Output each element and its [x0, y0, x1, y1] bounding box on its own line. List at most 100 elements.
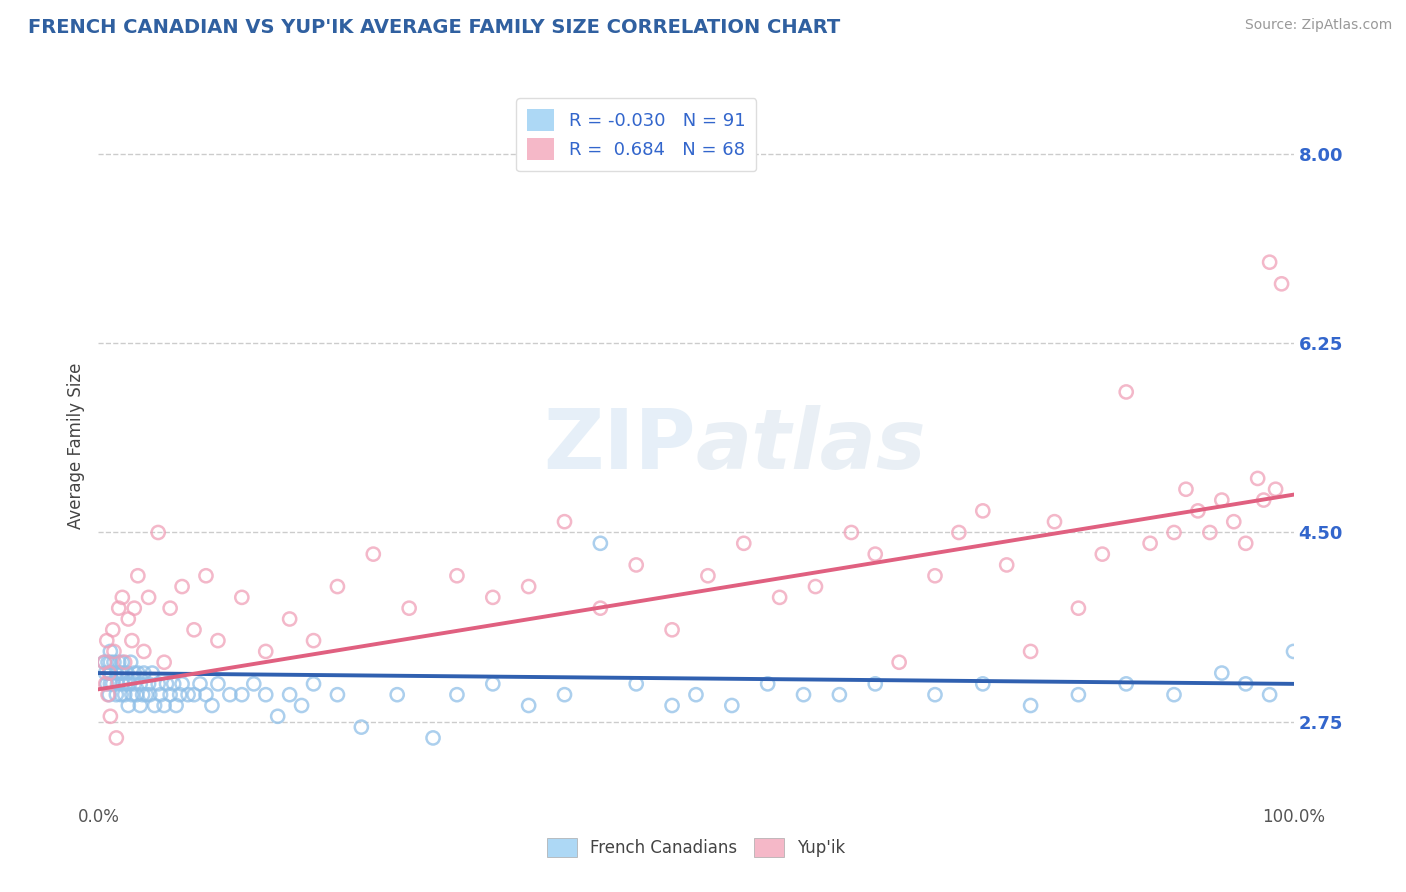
Point: [721, 698, 744, 713]
Point: [117, 612, 139, 626]
Point: [121, 633, 143, 648]
Point: [163, 677, 186, 691]
Point: [98, 644, 122, 658]
Point: [1187, 504, 1209, 518]
Point: [422, 731, 444, 745]
Point: [97, 655, 120, 669]
Point: [1253, 493, 1275, 508]
Point: [177, 688, 200, 702]
Point: [865, 677, 887, 691]
Point: [117, 698, 139, 713]
Point: [481, 677, 505, 691]
Point: [98, 677, 122, 691]
Point: [159, 601, 181, 615]
Point: [124, 601, 146, 615]
Text: ZIP: ZIP: [544, 406, 696, 486]
Point: [93, 655, 115, 669]
Point: [1271, 277, 1294, 291]
Point: [267, 709, 290, 723]
Point: [105, 731, 128, 745]
Point: [139, 688, 162, 702]
Point: [517, 580, 540, 594]
Point: [127, 568, 149, 582]
Point: [105, 666, 128, 681]
Point: [118, 677, 141, 691]
Point: [302, 677, 325, 691]
Point: [94, 666, 117, 681]
Point: [129, 698, 152, 713]
Point: [201, 698, 224, 713]
Point: [1139, 536, 1161, 550]
Point: [169, 688, 191, 702]
Point: [554, 688, 576, 702]
Point: [1234, 536, 1257, 550]
Point: [1282, 644, 1305, 658]
Point: [1019, 644, 1042, 658]
Point: [554, 515, 576, 529]
Point: [231, 591, 253, 605]
Point: [828, 688, 851, 702]
Point: [1211, 493, 1233, 508]
Point: [1043, 515, 1066, 529]
Point: [1067, 601, 1090, 615]
Point: [626, 677, 648, 691]
Point: [153, 655, 176, 669]
Point: [125, 688, 148, 702]
Point: [195, 568, 218, 582]
Point: [135, 688, 157, 702]
Point: [93, 655, 115, 669]
Point: [207, 633, 229, 648]
Point: [131, 688, 153, 702]
Point: [98, 666, 122, 681]
Point: [114, 688, 136, 702]
Point: [363, 547, 385, 561]
Point: [995, 558, 1018, 572]
Point: [756, 677, 779, 691]
Point: [1163, 525, 1185, 540]
Point: [207, 677, 229, 691]
Point: [98, 666, 122, 681]
Point: [326, 580, 349, 594]
Point: [1234, 677, 1257, 691]
Point: [149, 688, 172, 702]
Point: [1223, 515, 1246, 529]
Point: [685, 688, 707, 702]
Point: [697, 568, 720, 582]
Point: [96, 633, 118, 648]
Point: [219, 688, 242, 702]
Point: [1115, 677, 1137, 691]
Point: [143, 698, 166, 713]
Point: [1264, 482, 1286, 496]
Point: [398, 601, 420, 615]
Point: [1163, 688, 1185, 702]
Point: [1258, 688, 1281, 702]
Point: [804, 580, 827, 594]
Point: [114, 655, 136, 669]
Point: [589, 536, 612, 550]
Point: [101, 623, 124, 637]
Point: [98, 709, 122, 723]
Point: [103, 644, 125, 658]
Point: [132, 644, 155, 658]
Point: [1067, 688, 1090, 702]
Point: [924, 568, 946, 582]
Point: [120, 655, 142, 669]
Point: [889, 655, 911, 669]
Point: [103, 655, 125, 669]
Point: [972, 677, 994, 691]
Point: [183, 688, 205, 702]
Point: [517, 698, 540, 713]
Point: [138, 677, 160, 691]
Point: [350, 720, 373, 734]
Point: [793, 688, 815, 702]
Point: [159, 688, 181, 702]
Y-axis label: Average Family Size: Average Family Size: [66, 363, 84, 529]
Point: [948, 525, 970, 540]
Point: [302, 633, 325, 648]
Point: [195, 688, 218, 702]
Point: [254, 644, 277, 658]
Point: [278, 612, 301, 626]
Point: [446, 568, 468, 582]
Point: [132, 666, 155, 681]
Point: [111, 591, 134, 605]
